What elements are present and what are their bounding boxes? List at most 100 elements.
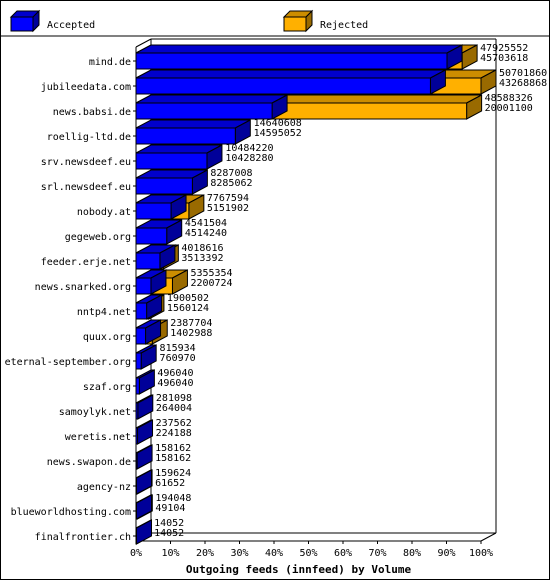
value-label-total-0: 47925552 xyxy=(480,43,528,54)
value-label-total-4: 10484220 xyxy=(225,143,273,154)
bar-accepted-10 xyxy=(135,302,148,320)
bar-accepted-6 xyxy=(135,202,172,220)
value-label-accepted-7: 4514240 xyxy=(185,228,227,239)
category-label-0: mind.de xyxy=(89,57,131,68)
value-label-accepted-16: 158162 xyxy=(155,453,191,464)
value-label-accepted-10: 1560124 xyxy=(167,303,209,314)
x-tick-label-10: 100% xyxy=(469,548,493,559)
x-axis-label: Outgoing feeds (innfeed) by Volume xyxy=(186,563,412,576)
category-label-8: feeder.erje.net xyxy=(41,257,131,268)
category-label-5: srl.newsdeef.eu xyxy=(41,182,131,193)
value-label-accepted-8: 3513392 xyxy=(181,253,223,264)
bar-accepted-8 xyxy=(135,252,161,270)
bar-accepted-12 xyxy=(135,352,142,370)
value-label-accepted-5: 8285062 xyxy=(210,178,252,189)
bar-accepted-0-top xyxy=(135,44,463,54)
category-label-9: news.snarked.org xyxy=(35,282,131,293)
category-label-12: eternal-september.org xyxy=(5,357,131,368)
value-label-total-15: 237562 xyxy=(156,418,192,429)
category-label-14: samoylyk.net xyxy=(59,407,131,418)
value-label-total-14: 281098 xyxy=(156,393,192,404)
bar-accepted-9 xyxy=(135,277,152,295)
x-tick-label-3: 30% xyxy=(230,548,248,559)
value-label-accepted-6: 5151902 xyxy=(207,203,249,214)
category-label-18: blueworldhosting.com xyxy=(11,507,131,518)
value-label-total-16: 158162 xyxy=(155,443,191,454)
bar-accepted-14 xyxy=(135,402,139,420)
category-label-4: srv.newsdeef.eu xyxy=(41,157,131,168)
x-axis-right-edge xyxy=(480,532,497,542)
value-label-total-8: 4018616 xyxy=(181,243,223,254)
category-label-1: jubileedata.com xyxy=(41,82,131,93)
value-label-total-7: 4541504 xyxy=(185,218,227,229)
value-label-accepted-12: 760970 xyxy=(160,353,196,364)
bar-accepted-7 xyxy=(135,227,168,245)
bar-accepted-2 xyxy=(135,102,273,120)
plot-wall-top-left xyxy=(135,38,152,48)
value-label-total-11: 2387704 xyxy=(170,318,212,329)
x-tick-label-0: 0% xyxy=(130,548,142,559)
legend-label-0: Accepted xyxy=(47,20,95,31)
x-tick-label-7: 70% xyxy=(368,548,386,559)
value-label-accepted-19: 14052 xyxy=(154,528,184,539)
bar-accepted-2-top xyxy=(135,94,288,104)
category-label-7: gegeweb.org xyxy=(65,232,131,243)
bar-accepted-13 xyxy=(135,377,140,395)
bar-accepted-17 xyxy=(135,477,137,495)
x-tick-label-1: 10% xyxy=(161,548,179,559)
x-tick-label-6: 60% xyxy=(334,548,352,559)
value-label-total-3: 14640608 xyxy=(254,118,302,129)
legend-label-1: Rejected xyxy=(320,20,368,31)
bar-accepted-0 xyxy=(135,52,448,70)
value-label-total-1: 50701860 xyxy=(499,68,547,79)
bar-accepted-18 xyxy=(135,502,137,520)
bar-accepted-1-top xyxy=(135,69,446,79)
value-label-total-10: 1900502 xyxy=(167,293,209,304)
value-label-total-12: 815934 xyxy=(160,343,196,354)
value-label-accepted-3: 14595052 xyxy=(254,128,302,139)
category-label-3: roellig-ltd.de xyxy=(47,132,131,143)
value-label-total-18: 194048 xyxy=(155,493,191,504)
x-tick-label-4: 40% xyxy=(265,548,283,559)
x-tick-label-9: 90% xyxy=(437,548,455,559)
x-tick-label-2: 20% xyxy=(196,548,214,559)
value-label-accepted-14: 264004 xyxy=(156,403,192,414)
category-label-11: quux.org xyxy=(83,332,131,343)
bar-accepted-19 xyxy=(135,527,137,545)
value-label-total-6: 7767594 xyxy=(207,193,249,204)
value-label-accepted-11: 1402988 xyxy=(170,328,212,339)
value-label-accepted-18: 49104 xyxy=(155,503,185,514)
plot-background xyxy=(136,39,496,541)
value-label-accepted-17: 61652 xyxy=(155,478,185,489)
bar-accepted-3-top xyxy=(135,119,251,129)
bar-accepted-3 xyxy=(135,127,236,145)
bar-accepted-1 xyxy=(135,77,431,95)
value-label-total-2: 48588326 xyxy=(485,93,533,104)
value-label-accepted-9: 2200724 xyxy=(190,278,232,289)
bar-accepted-16 xyxy=(135,452,138,470)
value-label-accepted-0: 45703618 xyxy=(480,53,528,64)
category-label-15: weretis.net xyxy=(65,432,131,443)
value-label-total-17: 159624 xyxy=(155,468,191,479)
bar-accepted-5 xyxy=(135,177,193,195)
legend-swatch-0 xyxy=(10,16,34,32)
bar-accepted-4 xyxy=(135,152,208,170)
bar-accepted-11 xyxy=(135,327,147,345)
category-label-19: finalfrontier.ch xyxy=(35,532,131,543)
value-label-accepted-13: 496040 xyxy=(157,378,193,389)
x-tick-label-8: 80% xyxy=(403,548,421,559)
bar-accepted-15 xyxy=(135,427,139,445)
value-label-total-5: 8287008 xyxy=(210,168,252,179)
value-label-accepted-2: 20001100 xyxy=(485,103,533,114)
value-label-accepted-4: 10428280 xyxy=(225,153,273,164)
value-label-total-9: 5355354 xyxy=(190,268,232,279)
legend-swatch-1 xyxy=(283,16,307,32)
category-label-2: news.babsi.de xyxy=(53,107,131,118)
value-label-accepted-15: 224188 xyxy=(156,428,192,439)
value-label-accepted-1: 43268868 xyxy=(499,78,547,89)
category-label-13: szaf.org xyxy=(83,382,131,393)
category-label-10: nntp4.net xyxy=(77,307,131,318)
value-label-total-13: 496040 xyxy=(157,368,193,379)
